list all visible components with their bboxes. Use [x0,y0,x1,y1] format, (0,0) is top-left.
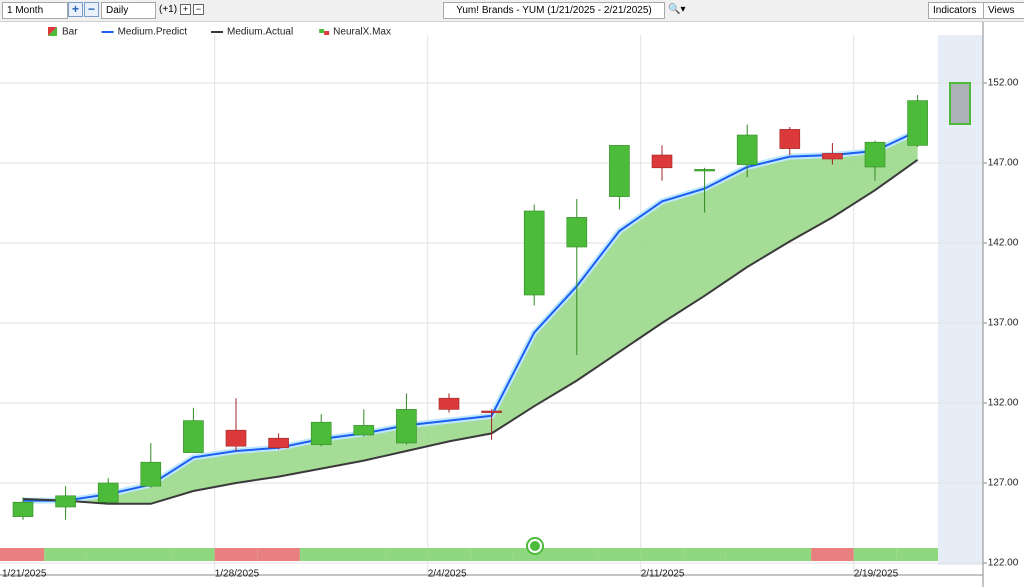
y-tick-label: 132.00 [988,398,1019,409]
candle-body [864,141,886,168]
legend-icon [48,27,57,36]
candle-body [523,210,545,296]
indicators-button[interactable]: Indicators [928,2,984,19]
signal-cell [555,548,599,561]
forecast-box [949,82,971,125]
candle-body [481,410,502,413]
signal-cell [129,548,173,561]
candle-body [55,495,76,508]
signal-cell [811,548,854,561]
offset-minus[interactable]: − [193,4,204,15]
candle-body [140,461,162,487]
legend-label: NeuralX.Max [333,27,391,38]
signal-cell [427,548,471,561]
candle-body [566,217,588,248]
candle-body [353,425,375,436]
legend-label: Bar [62,27,78,38]
signal-cell [598,548,641,561]
views-button[interactable]: Views [983,2,1024,19]
signal-cell [385,548,428,561]
candle-body [736,134,758,165]
signal-cell [470,548,513,561]
y-tick-label: 127.00 [988,478,1019,489]
signal-cell [44,548,87,561]
period-select[interactable]: 1 Month [2,2,68,19]
signal-cell [172,548,215,561]
signal-cell [257,548,300,561]
candle-body [651,154,673,169]
candle-body [396,409,417,444]
y-tick-label: 137.00 [988,318,1019,329]
chart: Bar Medium.Predict Medium.Actual NeuralX.Ma… [0,22,1019,587]
x-tick-label: 2/19/2025 [854,569,899,580]
candle-body [183,420,204,453]
series-line [22,158,919,505]
y-tick-label: 152.00 [988,78,1019,89]
x-tick-label: 1/21/2025 [2,569,47,580]
candle-body [694,169,715,172]
series-line [23,130,919,502]
x-tick-label: 1/28/2025 [215,569,260,580]
signal-cell [342,548,386,561]
candle-body [268,437,289,449]
signal-cell [86,548,130,561]
legend-icon [319,29,325,33]
legend-icon [324,31,330,35]
candle-body [225,429,247,447]
y-tick-label: 147.00 [988,158,1019,169]
legend: Bar Medium.Predict Medium.Actual NeuralX.Ma… [48,27,391,38]
candle-body [822,153,843,160]
offset-plus[interactable]: + [180,4,191,15]
legend-label: Medium.Predict [118,27,188,38]
zoom-out[interactable]: − [84,2,99,17]
zoom-in[interactable]: + [68,2,83,17]
x-tick-label: 2/11/2025 [641,569,685,580]
search-icon[interactable]: 🔍▾ [668,4,686,15]
candle-body [438,397,460,410]
signal-cell [896,548,938,561]
signal-cell [214,548,258,561]
toolbar: 1 Month + − Daily (+1) + − Yum! Brands -… [0,0,1024,22]
offset: (+1) [159,4,178,15]
spread-area [23,131,918,504]
y-tick-label: 142.00 [988,238,1019,249]
candle-body [609,145,630,197]
candle-body [310,421,332,445]
candle-body [907,100,928,146]
candle-body [97,482,119,503]
signal-cell [640,548,684,561]
legend-label: Medium.Actual [227,27,293,38]
signal-cell [683,548,726,561]
symbol-box[interactable]: Yum! Brands - YUM (1/21/2025 - 2/21/2025… [443,2,665,19]
dividend-icon-inner [530,541,540,551]
y-tick-label: 122.00 [988,558,1019,569]
signal-cell [0,548,45,561]
candle-body [12,501,34,517]
signal-cell [299,548,343,561]
x-tick-label: 2/4/2025 [428,569,467,580]
signal-cell [725,548,769,561]
interval-select[interactable]: Daily [101,2,156,19]
candle-body [779,129,801,149]
signal-cell [768,548,812,561]
signal-cell [853,548,897,561]
